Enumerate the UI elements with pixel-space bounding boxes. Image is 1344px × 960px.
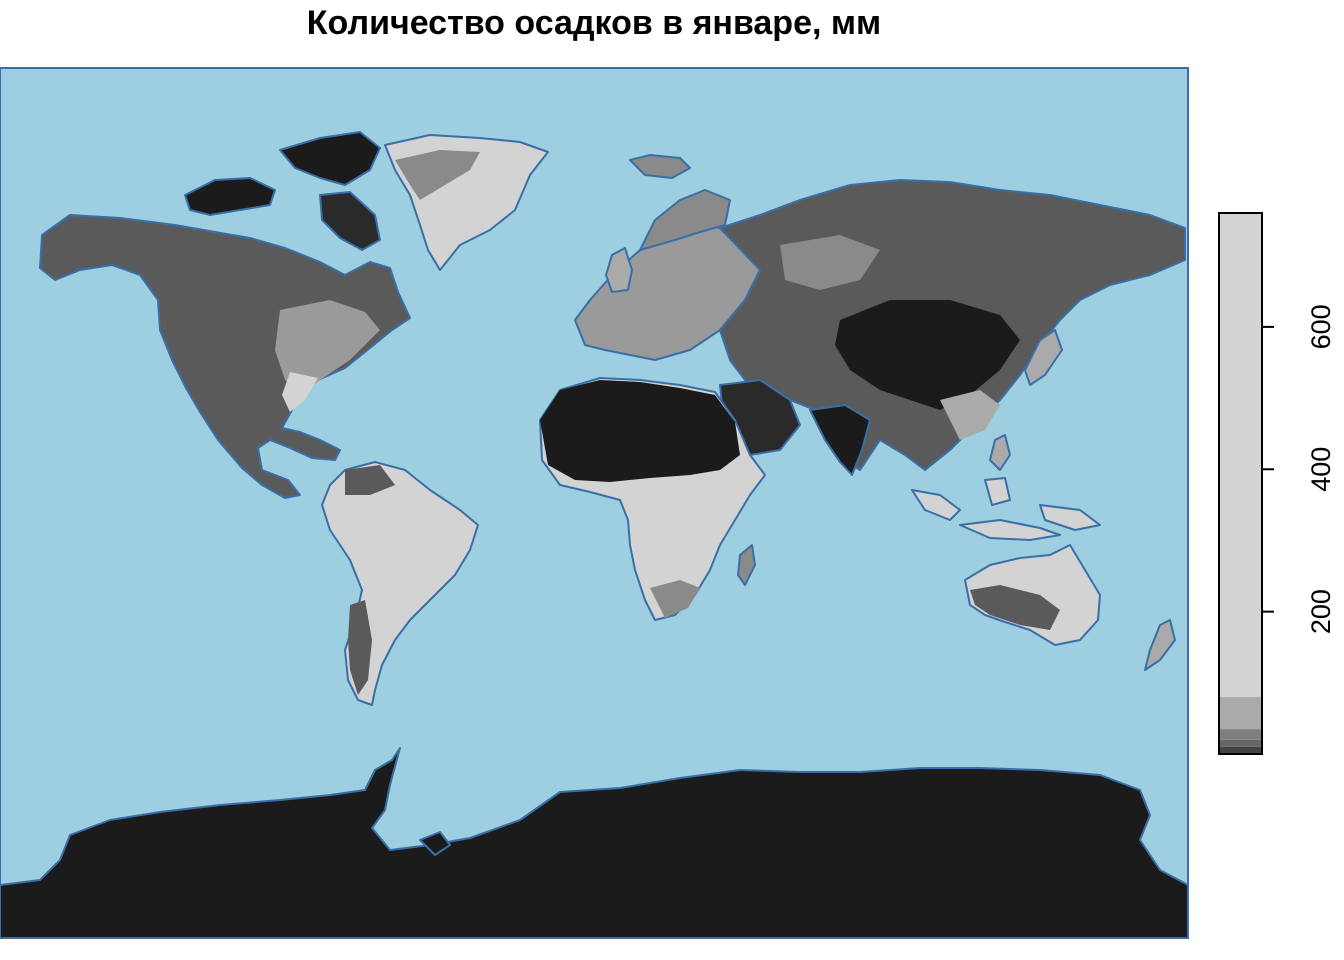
legend-band-3 xyxy=(1219,697,1262,730)
sahara xyxy=(540,380,740,482)
asia-dark-core xyxy=(835,300,1020,410)
madagascar xyxy=(737,544,756,586)
australia-south xyxy=(970,585,1060,630)
legend-tick-label-1: 400 xyxy=(1306,447,1336,492)
legend-frame xyxy=(1218,212,1263,755)
antarctic-island xyxy=(419,831,451,856)
legend-bands xyxy=(1219,213,1262,754)
legend-band-4 xyxy=(1219,213,1262,698)
map-title: Количество осадков в январе, мм xyxy=(306,4,882,42)
south-america-south xyxy=(348,600,372,695)
legend-ticks: 200 400 600 xyxy=(1262,304,1336,634)
india xyxy=(809,404,871,476)
indonesia xyxy=(911,477,1101,541)
scandinavia xyxy=(639,189,731,251)
great-britain xyxy=(605,247,633,293)
north-america xyxy=(39,214,411,499)
southeast-asia-light xyxy=(940,390,1000,440)
legend-tick-label-2: 600 xyxy=(1306,304,1336,349)
arctic-islands xyxy=(184,177,276,216)
greenland-edge xyxy=(395,150,480,200)
antarctica xyxy=(0,747,1189,939)
siberia-light xyxy=(780,235,880,290)
arctic-islands-2 xyxy=(279,131,381,186)
north-america-east xyxy=(275,300,380,395)
legend-band-0 xyxy=(1219,746,1262,754)
japan xyxy=(1024,329,1063,386)
legend-tick-label-0: 200 xyxy=(1306,589,1336,634)
north-america-southeast xyxy=(282,372,318,412)
world-map xyxy=(0,67,1189,939)
land-masses xyxy=(0,131,1189,939)
south-america-north xyxy=(345,465,395,495)
legend-band-1 xyxy=(1219,739,1262,747)
baffin-island xyxy=(319,191,381,251)
southern-africa-grey xyxy=(650,580,700,618)
new-zealand xyxy=(1144,619,1176,671)
philippines xyxy=(989,434,1011,471)
legend-band-2 xyxy=(1219,729,1262,740)
iceland xyxy=(629,154,691,179)
